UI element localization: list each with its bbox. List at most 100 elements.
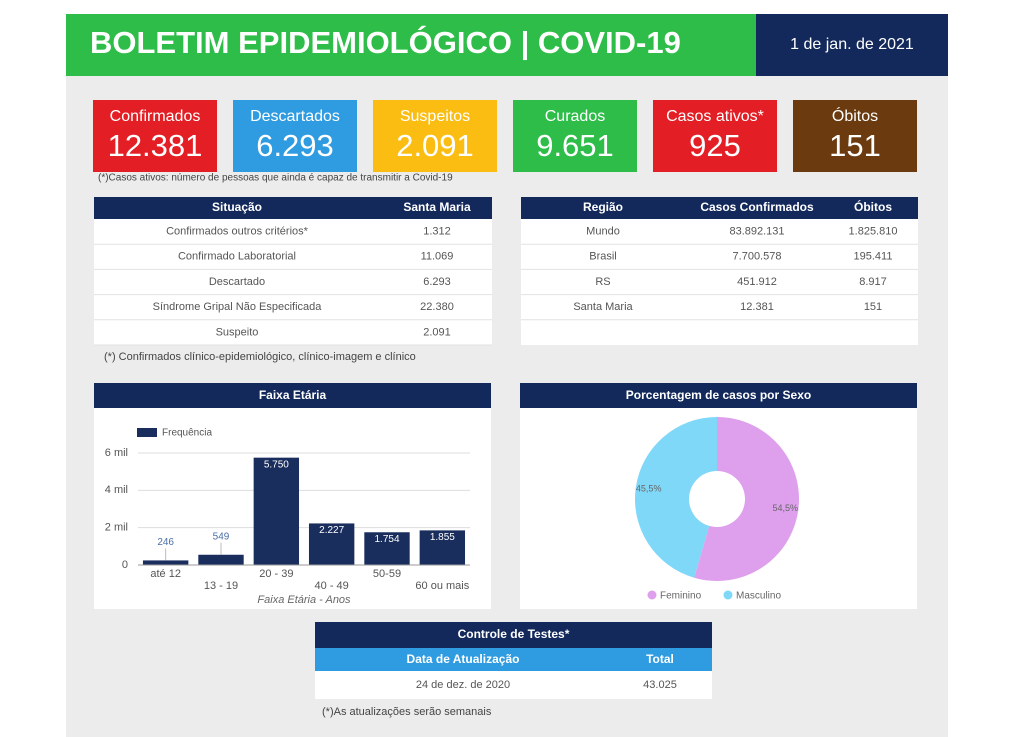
cell: 151 [864, 301, 882, 313]
value-label: 246 [157, 537, 174, 548]
value-label: 1.855 [430, 532, 455, 543]
card [93, 100, 217, 172]
card-value: 2.091 [396, 128, 474, 163]
card-label: Casos ativos* [666, 108, 764, 125]
cell: Síndrome Gripal Não Especificada [153, 301, 323, 313]
cell: Confirmado Laboratorial [178, 251, 296, 263]
card [513, 100, 637, 172]
value-label: 54,5% [773, 503, 799, 513]
value-label: 549 [213, 531, 230, 542]
y-tick-label: 4 mil [105, 484, 128, 496]
column-header: Data de Atualização [407, 652, 520, 666]
legend-swatch [647, 590, 657, 600]
cell: 1.825.810 [849, 226, 898, 238]
card-value: 151 [829, 128, 881, 163]
cell: 1.312 [423, 226, 451, 238]
column-header: Casos Confirmados [700, 200, 814, 214]
column-header: Santa Maria [403, 200, 471, 214]
table-header [315, 622, 712, 648]
cell: 195.411 [854, 251, 893, 263]
cell: 6.293 [423, 276, 451, 288]
cell: RS [595, 276, 610, 288]
x-tick-label: até 12 [150, 568, 181, 580]
cell: Suspeito [216, 326, 259, 338]
note: (*) Confirmados clínico-epidemiológico, … [104, 351, 416, 363]
title: BOLETIM EPIDEMIOLÓGICO | COVID-19 [90, 24, 681, 60]
card-label: Suspeitos [400, 108, 470, 125]
column-header: Região [583, 200, 623, 214]
chart-header [94, 383, 491, 408]
card [373, 100, 497, 172]
table-body [94, 219, 492, 345]
value-label: 45,5% [636, 484, 662, 494]
card-value: 12.381 [108, 128, 203, 163]
value-label: 2.227 [319, 525, 344, 536]
note: (*)As atualizações serão semanais [322, 706, 492, 718]
cell: 2.091 [423, 326, 451, 338]
y-tick-label: 0 [122, 559, 128, 571]
x-tick-label: 40 - 49 [315, 580, 349, 592]
card [233, 100, 357, 172]
bar [142, 560, 189, 565]
cell: 451.912 [737, 276, 777, 288]
legend-label: Masculino [736, 591, 781, 602]
x-tick-label: 50-59 [373, 568, 401, 580]
bar [364, 532, 410, 565]
cell: 11.069 [421, 251, 454, 263]
cell: Descartado [209, 276, 265, 288]
legend-label: Feminino [660, 591, 702, 602]
legend-swatch [723, 590, 733, 600]
card-value: 9.651 [536, 128, 614, 163]
bar [253, 457, 300, 565]
chart-title: Porcentagem de casos por Sexo [626, 388, 811, 402]
date: 1 de jan. de 2021 [790, 36, 914, 53]
date-bar [756, 14, 948, 76]
value-label: 5.750 [264, 459, 289, 470]
cell: Santa Maria [573, 301, 633, 313]
pie-slice [694, 417, 800, 581]
card-label: Óbitos [832, 106, 878, 125]
legend-swatch [137, 428, 157, 437]
table-title: Controle de Testes* [458, 627, 570, 641]
table-body [521, 219, 918, 345]
x-axis-label: Faixa Etária - Anos [257, 594, 351, 606]
card-label: Curados [545, 108, 605, 125]
x-tick-label: 60 ou mais [415, 580, 469, 592]
cell: Confirmados outros critérios* [166, 226, 309, 238]
table-row [315, 671, 712, 699]
card-label: Descartados [250, 108, 340, 125]
card [653, 100, 777, 172]
table-header [94, 197, 492, 219]
column-header: Situação [212, 200, 262, 214]
cell: 7.700.578 [733, 251, 782, 263]
card [793, 100, 917, 172]
card-value: 6.293 [256, 128, 334, 163]
column-header: Total [646, 652, 674, 666]
y-tick-label: 6 mil [105, 447, 128, 459]
legend-label: Frequência [162, 428, 212, 439]
cell: 83.892.131 [729, 226, 784, 238]
bar [308, 523, 355, 565]
cell: 22.380 [420, 301, 454, 313]
pie-slice [635, 417, 717, 578]
cell: 12.381 [740, 301, 774, 313]
card-label: Confirmados [110, 108, 201, 125]
x-tick-label: 13 - 19 [204, 580, 238, 592]
cell: 8.917 [859, 276, 887, 288]
table-header [521, 197, 918, 219]
note: (*)Casos ativos: número de pessoas que a… [98, 173, 453, 184]
header-bar [66, 14, 756, 76]
cell: 43.025 [643, 679, 677, 691]
card-value: 925 [689, 128, 741, 163]
table-subheader [315, 648, 712, 671]
x-tick-label: 20 - 39 [259, 568, 293, 580]
cell: Brasil [589, 251, 617, 263]
cell: 24 de dez. de 2020 [416, 679, 510, 691]
bar [419, 530, 466, 565]
chart-title: Faixa Etária [259, 388, 327, 402]
chart-header [520, 383, 917, 408]
cell: Mundo [586, 226, 620, 238]
y-tick-label: 2 mil [105, 522, 128, 534]
